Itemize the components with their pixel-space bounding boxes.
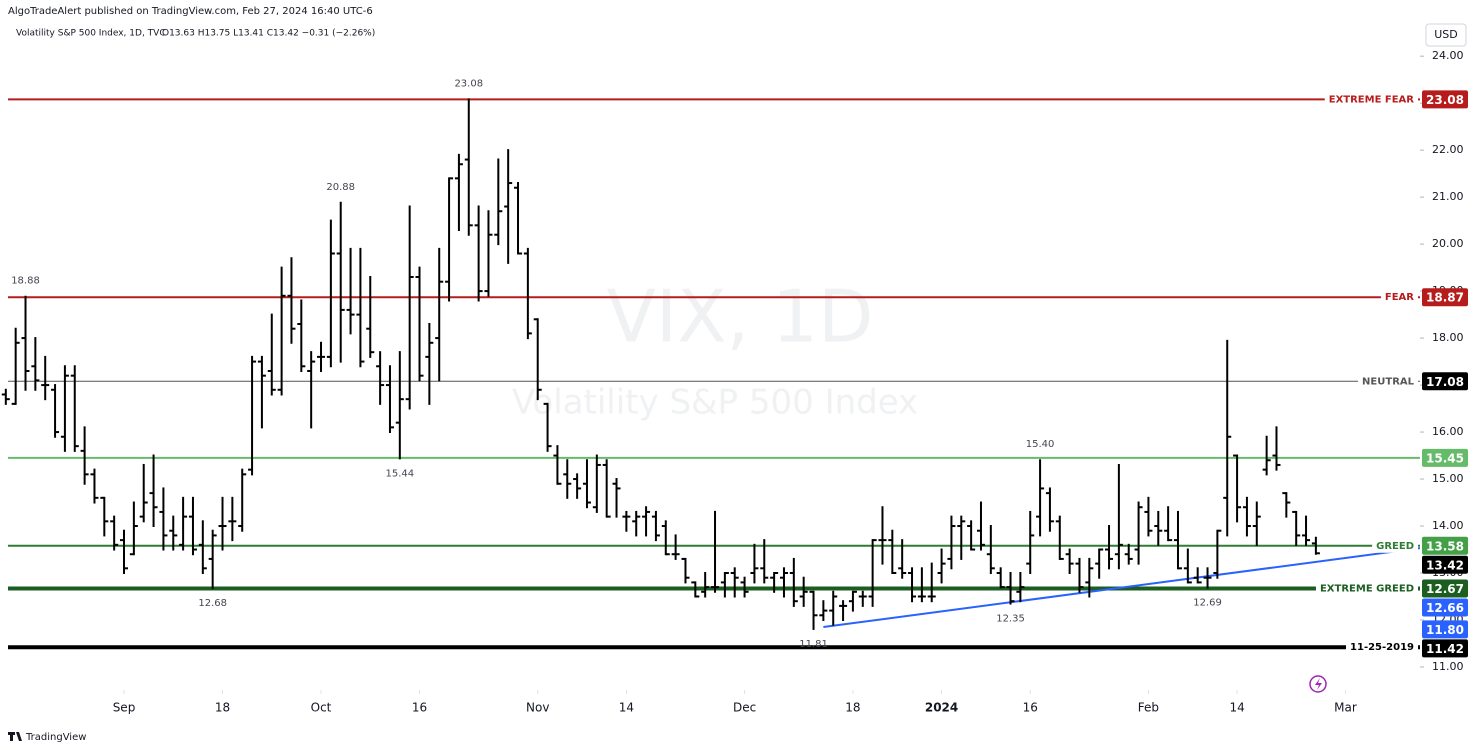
annotation: 23.08 xyxy=(454,78,483,89)
price-label: 13.42 xyxy=(1426,558,1464,572)
y-tick-label: 11.00 xyxy=(1432,660,1464,673)
y-tick-label: 20.00 xyxy=(1432,237,1464,250)
price-label-box xyxy=(1422,620,1468,639)
annotation: 18.88 xyxy=(11,276,40,287)
level-name-bg xyxy=(1315,581,1418,596)
annotation: 12.69 xyxy=(1193,598,1222,609)
price-label-box xyxy=(1422,536,1468,555)
level-name-bg xyxy=(1380,290,1418,305)
x-tick-label: Oct xyxy=(311,701,332,715)
annotation: 12.68 xyxy=(198,598,227,609)
x-tick-label: 14 xyxy=(619,701,634,715)
x-tick-label: Feb xyxy=(1138,701,1159,715)
price-label: 18.87 xyxy=(1426,291,1464,305)
price-label: 11.80 xyxy=(1426,623,1464,637)
x-tick-label: 18 xyxy=(845,701,860,715)
x-tick-label: 2024 xyxy=(925,701,958,715)
x-tick-label: 16 xyxy=(1023,701,1038,715)
price-label-box xyxy=(1422,288,1468,307)
price-label-box xyxy=(1422,372,1468,391)
annotation: 15.40 xyxy=(1026,439,1055,450)
currency-box xyxy=(1425,23,1467,47)
x-tick-label: 14 xyxy=(1229,701,1244,715)
tv-icon xyxy=(1309,675,1327,693)
trend-line xyxy=(823,547,1420,629)
footer: TradingView xyxy=(25,732,86,743)
price-label: 17.08 xyxy=(1426,375,1464,389)
level-name-bg xyxy=(1372,538,1418,553)
price-label-box xyxy=(1422,598,1468,617)
level-name: EXTREME GREED xyxy=(1320,584,1414,595)
y-tick-label: 21.00 xyxy=(1432,190,1464,203)
level-name: NEUTRAL xyxy=(1362,376,1415,387)
annotation: 15.44 xyxy=(385,468,414,479)
price-label-box xyxy=(1422,639,1468,658)
level-name-bg xyxy=(1358,374,1418,389)
x-tick-label: Nov xyxy=(526,701,549,715)
price-label: 13.58 xyxy=(1426,539,1464,553)
watermark-symbol: VIX, 1D xyxy=(607,275,874,359)
x-tick-label: 16 xyxy=(412,701,427,715)
level-name-bg xyxy=(1346,640,1418,655)
currency: USD xyxy=(1434,28,1458,41)
y-tick-label: 15.00 xyxy=(1432,472,1464,485)
watermark-name: Volatility S&P 500 Index xyxy=(512,383,918,423)
x-tick-label: Dec xyxy=(733,701,756,715)
y-tick-label: 14.00 xyxy=(1432,519,1464,532)
x-tick-label: Mar xyxy=(1334,701,1357,715)
y-tick-label: 22.00 xyxy=(1432,143,1464,156)
level-name-bg xyxy=(1324,92,1418,107)
x-tick-label: Sep xyxy=(113,701,136,715)
price-label: 15.45 xyxy=(1426,451,1464,465)
annotation: 12.35 xyxy=(996,614,1025,625)
level-name: EXTREME FEAR xyxy=(1329,94,1415,105)
level-name: 11-25-2019 xyxy=(1350,642,1414,653)
price-label: 23.08 xyxy=(1426,93,1464,107)
annotation: 20.88 xyxy=(326,182,355,193)
price-label-box xyxy=(1422,555,1468,574)
ohlc-legend: O13.63 H13.75 L13.41 C13.42 −0.31 (−2.26… xyxy=(162,29,375,39)
price-label-box xyxy=(1422,579,1468,598)
footer-logo xyxy=(8,732,22,741)
price-label: 11.42 xyxy=(1426,642,1464,656)
symbol: Volatility S&P 500 Index, 1D, TVC xyxy=(16,29,166,39)
publisher: AlgoTradeAlert published on TradingView.… xyxy=(8,6,373,17)
price-label-box xyxy=(1422,90,1468,109)
annotation: 11.81 xyxy=(799,639,828,650)
level-name: GREED xyxy=(1376,541,1414,552)
plot-area xyxy=(1,98,1420,650)
price-label-box xyxy=(1422,448,1468,467)
price-label: 12.67 xyxy=(1426,582,1464,596)
y-tick-label: 16.00 xyxy=(1432,425,1464,438)
y-tick-label: 18.00 xyxy=(1432,331,1464,344)
y-tick-label: 24.00 xyxy=(1432,49,1464,62)
price-label: 12.66 xyxy=(1426,601,1464,615)
level-name: FEAR xyxy=(1385,292,1414,303)
x-tick-label: 18 xyxy=(215,701,230,715)
